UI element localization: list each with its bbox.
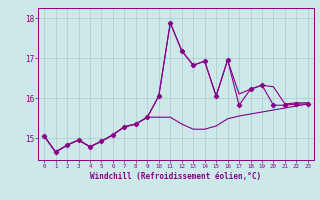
X-axis label: Windchill (Refroidissement éolien,°C): Windchill (Refroidissement éolien,°C): [91, 172, 261, 181]
